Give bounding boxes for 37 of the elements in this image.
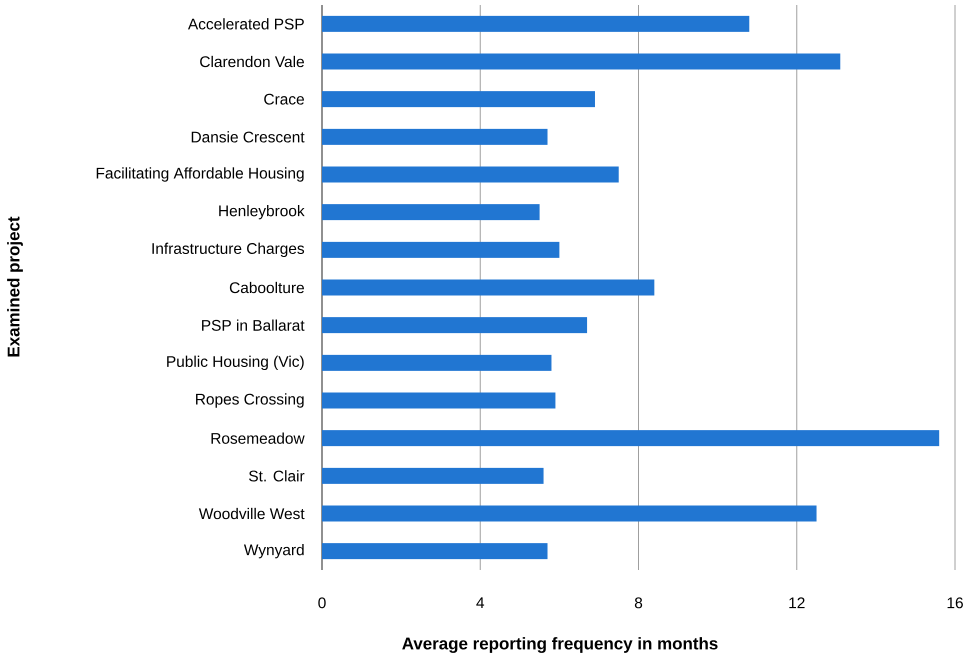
bar <box>322 317 588 334</box>
x-tick-label: 12 <box>789 597 805 608</box>
y-tick-label: Ropes Crossing <box>196 393 304 408</box>
bar <box>322 543 548 560</box>
bar <box>322 430 940 446</box>
y-axis-title: Examined project <box>7 216 23 356</box>
bar <box>322 91 595 108</box>
x-tick-label: 8 <box>634 597 642 608</box>
x-tick-label: 4 <box>476 597 484 608</box>
y-tick-label: Crace <box>264 94 304 105</box>
y-tick-label: PSP in Ballarat <box>202 320 305 331</box>
bar <box>322 242 560 258</box>
y-tick-label: Caboolture <box>230 282 304 294</box>
y-tick-label: Wynyard <box>244 544 304 558</box>
bar <box>322 280 654 296</box>
bar <box>322 54 840 70</box>
bar <box>322 354 552 371</box>
bar <box>322 506 817 522</box>
y-tick-label: Woodville West <box>198 508 305 520</box>
bar <box>322 204 540 220</box>
y-tick-label: Rosemeadow <box>212 432 305 444</box>
bar <box>322 128 548 145</box>
y-tick-label: Infrastructure Charges <box>152 242 304 258</box>
y-tick-label: Dansie Crescent <box>192 131 304 143</box>
y-tick-label: Public Housing (Vic) <box>167 356 304 370</box>
bar <box>322 16 750 32</box>
x-tick-label: 16 <box>948 597 963 608</box>
x-tick-label: 0 <box>318 597 326 608</box>
y-tick-label: Clarendon Vale <box>200 56 304 68</box>
bar <box>322 392 556 409</box>
bar <box>322 166 619 183</box>
y-tick-label: Accelerated PSP <box>188 18 304 30</box>
x-axis-title: Average reporting frequency in months <box>402 637 718 653</box>
y-tick-label: Facilitating Affordable Housing <box>96 167 304 182</box>
y-tick-label: Henleybrook <box>219 204 305 220</box>
y-tick-label: St. Clair <box>249 470 304 482</box>
bar <box>322 468 544 484</box>
